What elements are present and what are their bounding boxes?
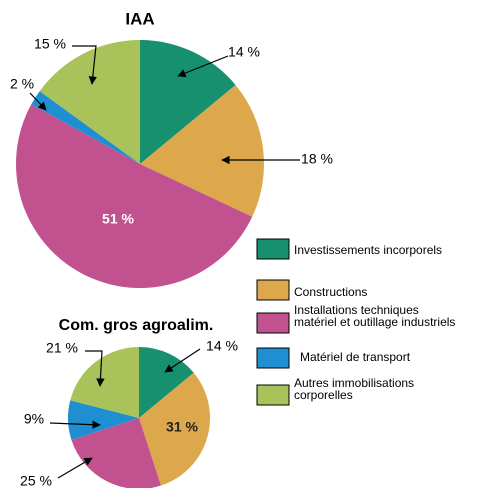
legend-label: Investissements incorporels xyxy=(294,243,443,257)
pie-slice xyxy=(139,372,210,486)
data-label: 25 % xyxy=(20,473,52,488)
legend-label: Matériel de transport xyxy=(300,350,411,364)
chart-title: Com. gros agroalim. xyxy=(59,317,214,334)
label-arrow xyxy=(57,457,93,479)
label-arrow xyxy=(72,45,97,85)
data-label: 14 % xyxy=(228,44,260,60)
legend-swatch xyxy=(256,312,290,334)
pie-slice xyxy=(39,40,140,164)
data-label: 31 % xyxy=(166,419,198,435)
legend-swatch xyxy=(256,347,290,369)
legend-label: Constructions xyxy=(294,285,368,299)
data-label: 9% xyxy=(24,411,44,427)
data-label: 14 % xyxy=(206,338,238,354)
label-arrow xyxy=(29,92,47,111)
pie-slice xyxy=(71,418,161,488)
label-arrow xyxy=(85,350,105,387)
data-label: 21 % xyxy=(46,340,78,356)
pie-slice xyxy=(140,84,264,217)
legend-swatch xyxy=(256,279,290,301)
legend-swatch xyxy=(256,384,290,406)
pie-slice xyxy=(140,40,236,164)
label-arrow xyxy=(49,420,101,429)
pie-slice xyxy=(31,91,141,164)
legend-label: Autres immobilisations corporelles xyxy=(294,376,415,402)
data-label: 51 % xyxy=(102,211,134,227)
legend-swatch xyxy=(256,238,290,260)
pie-slice xyxy=(139,347,194,418)
pie-slice xyxy=(67,400,139,440)
data-label: 2 % xyxy=(10,76,34,92)
chart-title: IAA xyxy=(125,9,154,28)
pie-slice xyxy=(15,104,253,289)
label-arrow xyxy=(164,348,201,373)
label-arrow xyxy=(177,55,229,78)
legend-label: Installations techniques matériel et out… xyxy=(294,303,456,329)
data-label: 15 % xyxy=(34,36,66,52)
data-label: 18 % xyxy=(301,151,333,167)
